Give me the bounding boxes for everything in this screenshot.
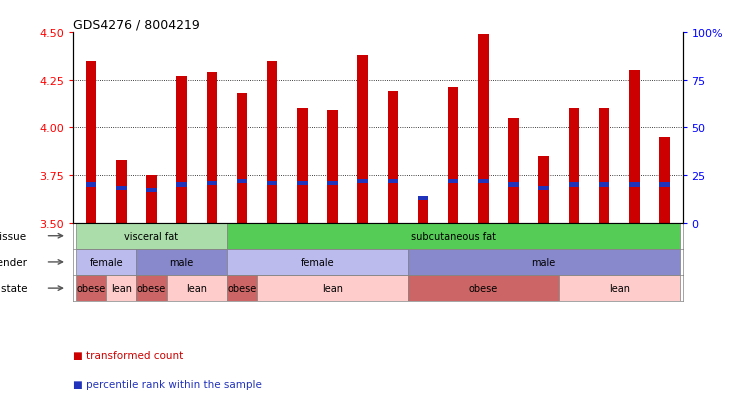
Bar bbox=[227, 275, 257, 301]
Bar bbox=[539, 187, 549, 191]
Bar bbox=[388, 92, 398, 223]
Bar bbox=[508, 119, 519, 223]
Bar bbox=[418, 198, 429, 223]
Bar bbox=[116, 187, 126, 191]
Bar bbox=[408, 249, 680, 275]
Bar bbox=[629, 183, 639, 187]
Bar bbox=[539, 157, 549, 223]
Bar bbox=[599, 109, 610, 223]
Bar bbox=[76, 249, 137, 275]
Text: visceral fat: visceral fat bbox=[124, 231, 179, 241]
Bar bbox=[418, 196, 429, 200]
Text: obese: obese bbox=[77, 283, 106, 293]
Bar bbox=[207, 181, 217, 185]
Bar bbox=[146, 189, 157, 193]
Text: gender: gender bbox=[0, 257, 27, 267]
Bar bbox=[358, 179, 368, 183]
Text: lean: lean bbox=[322, 283, 343, 293]
Bar bbox=[257, 275, 408, 301]
Bar bbox=[629, 71, 639, 223]
Bar bbox=[76, 223, 227, 249]
Bar bbox=[267, 181, 277, 185]
Bar bbox=[297, 181, 307, 185]
Bar bbox=[227, 249, 408, 275]
Text: female: female bbox=[89, 257, 123, 267]
Bar bbox=[448, 88, 458, 223]
Bar bbox=[659, 183, 669, 187]
Text: lean: lean bbox=[609, 283, 630, 293]
Bar bbox=[177, 77, 187, 223]
Text: obese: obese bbox=[227, 283, 257, 293]
Bar bbox=[559, 275, 680, 301]
Bar bbox=[86, 62, 96, 223]
Text: obese: obese bbox=[137, 283, 166, 293]
Bar bbox=[137, 249, 227, 275]
Bar bbox=[659, 138, 669, 223]
Bar bbox=[166, 275, 227, 301]
Bar bbox=[388, 179, 398, 183]
Text: tissue: tissue bbox=[0, 231, 27, 241]
Bar bbox=[237, 94, 247, 223]
Bar bbox=[569, 109, 579, 223]
Text: female: female bbox=[301, 257, 334, 267]
Bar bbox=[327, 181, 338, 185]
Bar bbox=[448, 179, 458, 183]
Bar bbox=[508, 183, 519, 187]
Bar bbox=[478, 35, 488, 223]
Bar bbox=[116, 160, 126, 223]
Bar bbox=[207, 73, 217, 223]
Text: subcutaneous fat: subcutaneous fat bbox=[411, 231, 496, 241]
Bar bbox=[227, 223, 680, 249]
Text: lean: lean bbox=[186, 283, 207, 293]
Bar bbox=[478, 179, 488, 183]
Bar bbox=[327, 111, 338, 223]
Bar bbox=[177, 183, 187, 187]
Text: ■ percentile rank within the sample: ■ percentile rank within the sample bbox=[73, 379, 262, 389]
Bar bbox=[297, 109, 307, 223]
Bar bbox=[267, 62, 277, 223]
Bar bbox=[237, 179, 247, 183]
Bar bbox=[408, 275, 559, 301]
Text: male: male bbox=[169, 257, 193, 267]
Text: GDS4276 / 8004219: GDS4276 / 8004219 bbox=[73, 19, 200, 32]
Bar bbox=[358, 56, 368, 223]
Text: ■ transformed count: ■ transformed count bbox=[73, 350, 183, 360]
Bar bbox=[86, 183, 96, 187]
Bar bbox=[569, 183, 579, 187]
Text: obese: obese bbox=[469, 283, 498, 293]
Bar bbox=[106, 275, 137, 301]
Bar bbox=[137, 275, 166, 301]
Bar bbox=[599, 183, 610, 187]
Text: male: male bbox=[531, 257, 556, 267]
Text: lean: lean bbox=[111, 283, 132, 293]
Bar bbox=[76, 275, 106, 301]
Text: disease state: disease state bbox=[0, 283, 27, 293]
Bar bbox=[146, 176, 157, 223]
